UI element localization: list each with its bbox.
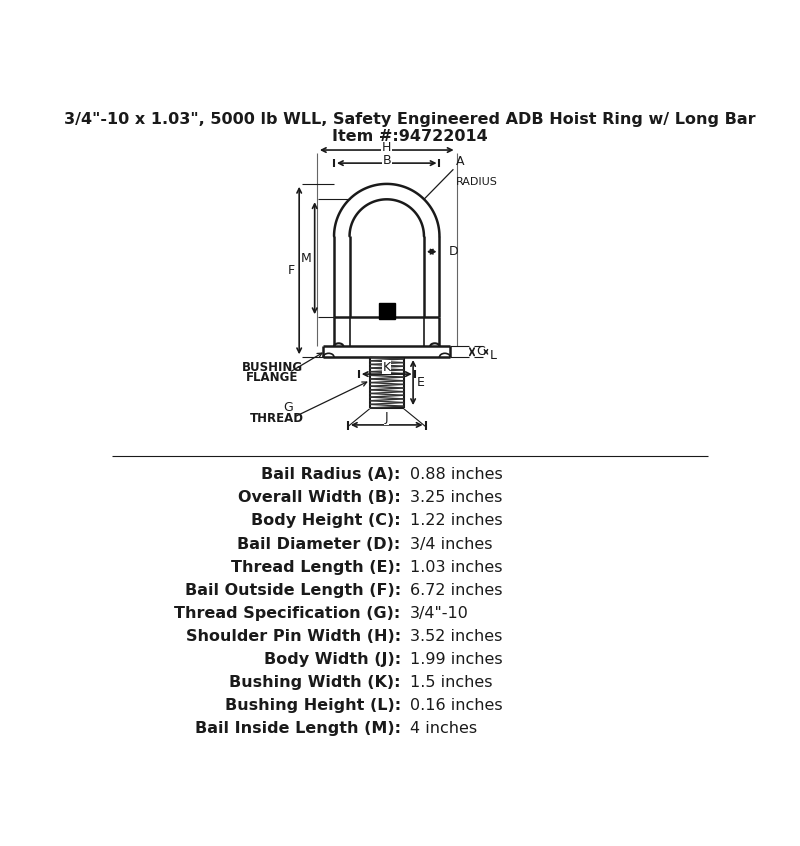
Text: Overall Width (B):: Overall Width (B): <box>238 491 401 505</box>
Text: 3.52 inches: 3.52 inches <box>410 629 502 644</box>
Text: B: B <box>382 154 391 168</box>
Text: Bushing Height (L):: Bushing Height (L): <box>225 698 401 713</box>
Text: J: J <box>385 411 389 425</box>
Text: 0.16 inches: 0.16 inches <box>410 698 502 713</box>
Text: 3/4"-10: 3/4"-10 <box>410 606 469 621</box>
Text: Bail Outside Length (F):: Bail Outside Length (F): <box>185 583 401 598</box>
Text: G: G <box>283 402 293 415</box>
Text: Bail Radius (A):: Bail Radius (A): <box>262 467 401 482</box>
Text: A: A <box>456 155 464 168</box>
Text: D: D <box>449 245 458 258</box>
Text: 1.5 inches: 1.5 inches <box>410 675 493 690</box>
Text: 1.99 inches: 1.99 inches <box>410 652 502 667</box>
Text: Shoulder Pin Width (H):: Shoulder Pin Width (H): <box>186 629 401 644</box>
Text: K: K <box>382 360 391 374</box>
Text: H: H <box>382 141 391 154</box>
Text: 0.88 inches: 0.88 inches <box>410 467 502 482</box>
Text: C: C <box>476 345 485 358</box>
Text: 6.72 inches: 6.72 inches <box>410 583 502 598</box>
Text: Thread Length (E):: Thread Length (E): <box>230 560 401 574</box>
Text: THREAD: THREAD <box>250 412 304 426</box>
Text: 3/4 inches: 3/4 inches <box>410 536 493 552</box>
Text: Thread Specification (G):: Thread Specification (G): <box>174 606 401 621</box>
Text: Bail Inside Length (M):: Bail Inside Length (M): <box>194 722 401 736</box>
Text: Body Height (C):: Body Height (C): <box>251 514 401 529</box>
Bar <box>379 303 394 319</box>
Text: E: E <box>417 376 425 389</box>
Text: F: F <box>288 264 295 277</box>
Text: L: L <box>490 349 497 362</box>
Text: 4 inches: 4 inches <box>410 722 477 736</box>
Text: 1.22 inches: 1.22 inches <box>410 514 502 529</box>
Text: Item #:94722014: Item #:94722014 <box>332 129 488 144</box>
Text: Bushing Width (K):: Bushing Width (K): <box>229 675 401 690</box>
Text: BUSHING: BUSHING <box>242 360 302 374</box>
Text: Bail Diameter (D):: Bail Diameter (D): <box>238 536 401 552</box>
Text: 3/4"-10 x 1.03", 5000 lb WLL, Safety Engineered ADB Hoist Ring w/ Long Bar: 3/4"-10 x 1.03", 5000 lb WLL, Safety Eng… <box>64 113 756 127</box>
Text: 3.25 inches: 3.25 inches <box>410 491 502 505</box>
Text: 1.03 inches: 1.03 inches <box>410 560 502 574</box>
Text: FLANGE: FLANGE <box>246 371 298 384</box>
Text: RADIUS: RADIUS <box>456 177 498 187</box>
Text: M: M <box>301 252 311 265</box>
Text: Body Width (J):: Body Width (J): <box>263 652 401 667</box>
